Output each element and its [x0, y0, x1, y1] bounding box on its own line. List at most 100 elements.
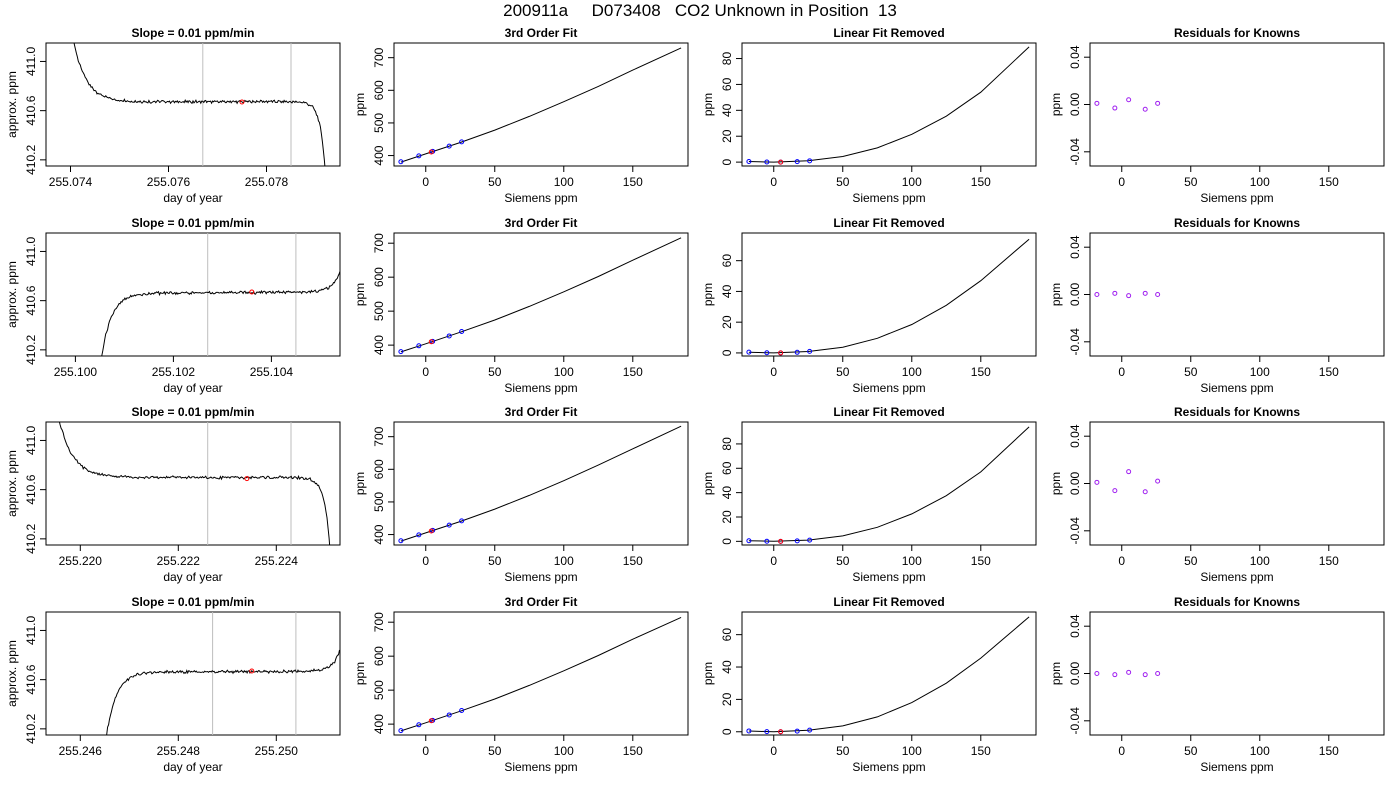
data-point: [1142, 106, 1148, 112]
x-axis-label: Siemens ppm: [1200, 381, 1273, 395]
fit-curve: [400, 47, 682, 163]
y-tick-label: 700: [372, 47, 386, 67]
x-tick-label: 0: [1118, 554, 1125, 568]
panel-r4c4: Residuals for Knowns Siemens ppm ppm 0 50 100…: [1049, 595, 1385, 774]
panel-title: Residuals for Knowns: [1174, 595, 1300, 609]
x-tick-label: 100: [902, 744, 922, 758]
y-tick-label: 0: [720, 158, 734, 165]
y-tick-label: -0.04: [1068, 517, 1082, 545]
y-tick-label: 0: [720, 728, 734, 735]
data-point: [807, 348, 813, 354]
panel-r2c2: 3rd Order Fit Siemens ppm ppm 0 50 100 150 400 5…: [353, 216, 689, 395]
panel-r4c1: Slope = 0.01 ppm/min day of year approx. p…: [5, 595, 341, 774]
data-point: [1126, 97, 1132, 103]
data-layer: [73, 43, 326, 166]
x-axis-label: Siemens ppm: [1200, 191, 1273, 205]
x-tick-label: 0: [422, 744, 429, 758]
x-tick-label: 150: [1319, 554, 1339, 568]
y-tick-label: 0.00: [1068, 92, 1082, 116]
x-axis-label: Siemens ppm: [852, 570, 925, 584]
y-axis-label: ppm: [353, 472, 367, 495]
x-tick-label: 100: [554, 554, 574, 568]
x-tick-label: 100: [554, 365, 574, 379]
x-tick-label: 150: [623, 175, 643, 189]
plot-frame: [1089, 421, 1385, 546]
data-layer: [1094, 469, 1161, 495]
y-tick-label: 500: [372, 113, 386, 133]
y-tick-label: 410.2: [24, 524, 38, 554]
data-point: [398, 349, 404, 355]
data-layer: [1094, 97, 1161, 112]
x-tick-label: 0: [770, 175, 777, 189]
y-tick-label: 40: [720, 284, 734, 298]
y-axis-label: ppm: [353, 283, 367, 306]
panel-title: Residuals for Knowns: [1174, 26, 1300, 40]
data-layer: [101, 233, 340, 356]
unknown-marker: [249, 668, 255, 674]
x-tick-label: 255.078: [245, 175, 289, 189]
y-axis-label: approx. ppm: [5, 450, 19, 517]
y-tick-label: 600: [372, 459, 386, 479]
x-tick-label: 150: [1319, 365, 1339, 379]
x-axis-label: Siemens ppm: [504, 760, 577, 774]
y-tick-label: 0.00: [1068, 282, 1082, 306]
x-tick-label: 0: [422, 365, 429, 379]
x-tick-label: 0: [422, 554, 429, 568]
y-tick-label: 40: [720, 103, 734, 117]
data-point: [398, 159, 404, 165]
x-tick-label: 255.102: [152, 365, 196, 379]
y-tick-label: 0.04: [1068, 614, 1082, 638]
y-tick-label: 410.2: [24, 714, 38, 744]
data-point: [416, 532, 422, 538]
y-axis-label: ppm: [353, 662, 367, 685]
x-tick-label: 100: [1250, 175, 1270, 189]
x-tick-label: 50: [1184, 365, 1198, 379]
x-tick-label: 100: [554, 744, 574, 758]
data-point: [764, 538, 770, 544]
data-layer: [106, 612, 340, 735]
x-tick-label: 255.248: [157, 744, 201, 758]
unknown-marker: [778, 729, 784, 735]
panel-r1c3: Linear Fit Removed Siemens ppm ppm 0 50 100 15…: [701, 26, 1037, 205]
data-layer: [398, 237, 682, 355]
y-tick-label: 410.2: [24, 335, 38, 365]
y-tick-label: 410.6: [24, 95, 38, 125]
y-tick-label: 400: [372, 145, 386, 165]
x-tick-label: 255.250: [255, 744, 299, 758]
panel-title: Slope = 0.01 ppm/min: [131, 595, 254, 609]
data-point: [1155, 478, 1161, 484]
fit-curve: [748, 616, 1030, 733]
x-tick-label: 50: [836, 365, 850, 379]
y-tick-label: 700: [372, 426, 386, 446]
data-point: [794, 159, 800, 165]
data-point: [746, 538, 752, 544]
y-axis-label: ppm: [353, 93, 367, 116]
data-point: [1094, 671, 1100, 676]
x-tick-label: 255.224: [255, 554, 299, 568]
x-tick-label: 150: [623, 365, 643, 379]
x-tick-label: 50: [1184, 744, 1198, 758]
y-tick-label: 20: [720, 129, 734, 143]
plot-frame: [45, 232, 341, 357]
panel-title: 3rd Order Fit: [505, 216, 578, 230]
data-point: [794, 728, 800, 734]
data-point: [446, 333, 452, 339]
x-axis-label: day of year: [163, 760, 222, 774]
data-point: [398, 538, 404, 544]
x-tick-label: 150: [623, 744, 643, 758]
panel-r2c3: Linear Fit Removed Siemens ppm ppm 0 50 100 15…: [701, 216, 1037, 395]
y-tick-label: 60: [720, 254, 734, 268]
data-layer: [398, 425, 682, 544]
data-point: [416, 722, 422, 728]
panel-r1c1: Slope = 0.01 ppm/min day of year approx. p…: [5, 26, 341, 205]
data-point: [446, 143, 452, 149]
data-point: [1126, 293, 1132, 299]
y-tick-label: 20: [720, 315, 734, 329]
panel-r2c1: Slope = 0.01 ppm/min day of year approx. p…: [5, 216, 341, 395]
x-tick-label: 150: [1319, 744, 1339, 758]
y-tick-label: 0: [720, 349, 734, 356]
x-tick-label: 150: [623, 554, 643, 568]
x-tick-label: 150: [971, 554, 991, 568]
data-layer: [398, 616, 682, 734]
y-tick-label: 410.6: [24, 474, 38, 504]
